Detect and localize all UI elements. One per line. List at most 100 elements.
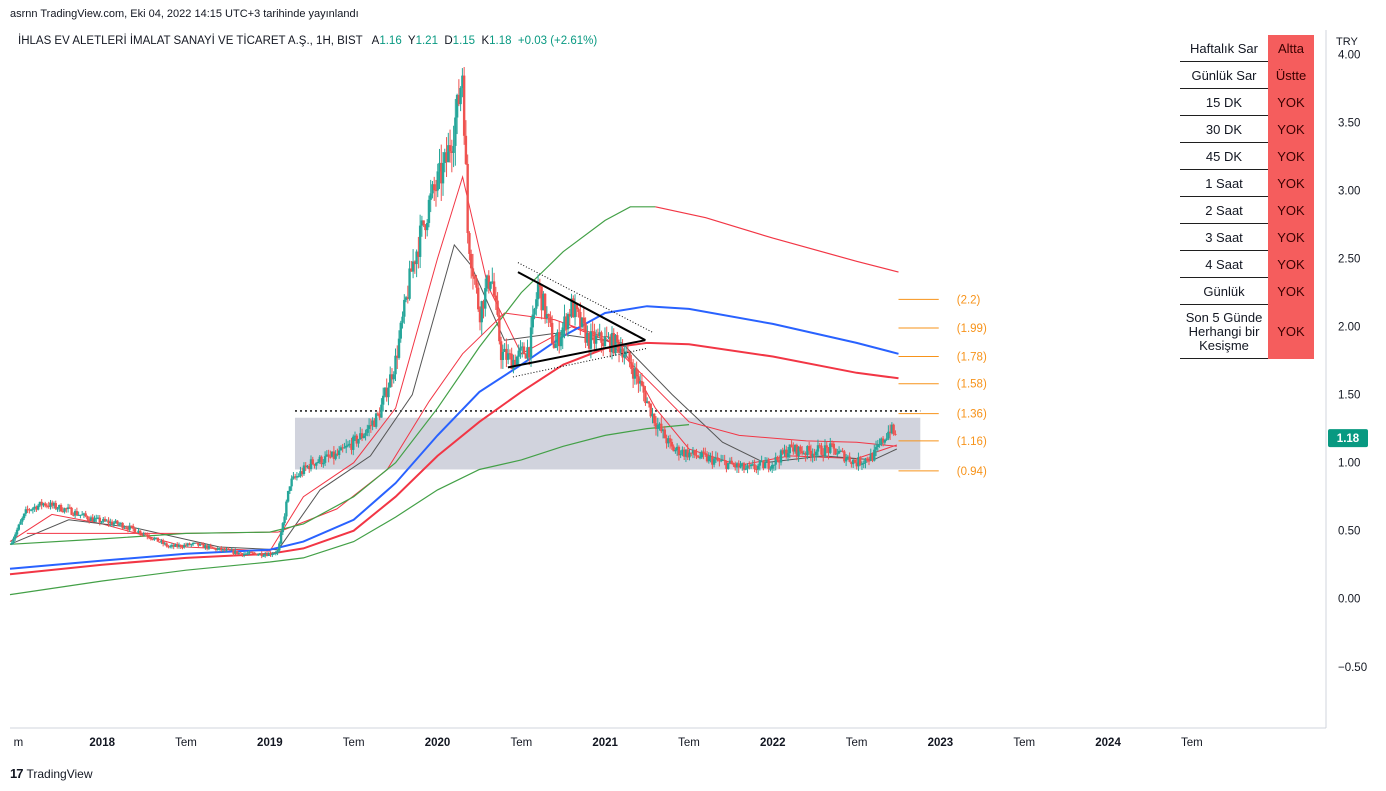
- candle-body: [651, 413, 654, 417]
- candle-body: [667, 438, 670, 444]
- candle-body: [244, 553, 248, 555]
- candle-body: [126, 528, 130, 530]
- candle-body: [70, 507, 73, 515]
- candle-body: [466, 163, 469, 234]
- candle-body: [209, 545, 212, 547]
- candle-body: [452, 145, 455, 153]
- candle-body: [58, 504, 61, 509]
- candle-body: [822, 454, 825, 456]
- candle-body: [561, 327, 564, 338]
- candle-body: [392, 374, 395, 380]
- candle-body: [589, 331, 593, 349]
- x-tick-label: Tem: [678, 737, 700, 749]
- candle-body: [797, 446, 800, 456]
- candle-body: [54, 503, 57, 509]
- candle-body: [221, 548, 225, 551]
- candle-body: [890, 424, 894, 434]
- signal-state: YOK: [1268, 250, 1314, 278]
- candle-body: [580, 317, 584, 327]
- candle-body: [572, 298, 575, 318]
- candle-body: [594, 335, 598, 344]
- candle-body: [371, 420, 374, 426]
- candle-body: [21, 518, 24, 522]
- candle-body: [293, 476, 297, 478]
- candle-body: [124, 527, 128, 529]
- candle-body: [721, 459, 725, 461]
- candle-body: [327, 454, 330, 457]
- candle-body: [251, 552, 255, 554]
- candle-body: [501, 351, 505, 361]
- candle-body: [26, 509, 29, 511]
- candle-body: [778, 460, 781, 463]
- candle-body: [844, 458, 848, 462]
- symbol-legend: İHLAS EV ALETLERİ İMALAT SANAYİ VE TİCAR…: [18, 35, 597, 47]
- candle-body: [454, 117, 457, 146]
- candle-body: [269, 553, 272, 556]
- candle-body: [457, 94, 461, 105]
- signal-name: Haftalık Sar: [1180, 35, 1268, 62]
- candle-body: [445, 152, 448, 163]
- candle-body: [68, 507, 72, 509]
- candle-body: [559, 337, 563, 347]
- open-label: A: [371, 35, 380, 47]
- candle-body: [359, 433, 362, 440]
- candle-body: [735, 463, 739, 468]
- signal-row: 45 DK YOK: [1180, 142, 1314, 170]
- signal-state: YOK: [1268, 304, 1314, 359]
- candle-body: [429, 193, 432, 200]
- candle-body: [565, 316, 568, 330]
- candle-body: [408, 268, 411, 299]
- candle-body: [860, 463, 864, 465]
- candle-body: [885, 438, 888, 440]
- candle-body: [264, 554, 267, 556]
- moving-average-line: [9, 243, 898, 551]
- high-label: Y: [407, 35, 416, 47]
- candle-body: [531, 314, 534, 328]
- candle-body: [461, 75, 464, 88]
- currency-label: TRY: [1336, 36, 1358, 48]
- candle-body: [362, 435, 366, 438]
- candle-body: [758, 461, 762, 466]
- candle-body: [322, 462, 325, 465]
- candle-body: [732, 464, 735, 466]
- y-tick-label: 4.00: [1338, 49, 1360, 61]
- candle-body: [859, 457, 862, 465]
- candle-body: [286, 490, 290, 502]
- candle-body: [193, 542, 197, 544]
- candle-body: [383, 387, 387, 396]
- candle-body: [438, 162, 441, 172]
- candle-body: [225, 549, 228, 551]
- y-tick-label: 0.00: [1338, 594, 1360, 606]
- candle-body: [533, 308, 536, 315]
- candle-body: [353, 435, 357, 437]
- fib-level-label: (1.16): [957, 436, 987, 448]
- candle-body: [248, 551, 251, 554]
- candle-body: [563, 316, 566, 328]
- candle-body: [726, 463, 730, 469]
- candle-body: [762, 460, 765, 469]
- candle-body: [211, 546, 214, 548]
- candle-body: [573, 303, 577, 318]
- x-tick-label: Tem: [175, 737, 197, 749]
- candle-body: [176, 544, 179, 547]
- candle-body: [802, 453, 806, 455]
- candle-body: [554, 343, 557, 348]
- candle-body: [638, 381, 642, 384]
- candle-body: [485, 275, 489, 289]
- triangle-upper-dotted-line: [517, 262, 653, 333]
- candle-body: [290, 478, 293, 487]
- candle-body: [350, 443, 353, 450]
- candle-body: [10, 543, 13, 545]
- candle-body: [246, 553, 249, 555]
- signal-state: Altta: [1268, 35, 1314, 62]
- candle-body: [281, 523, 285, 533]
- candle-body: [345, 445, 348, 448]
- candle-body: [447, 145, 450, 163]
- candle-body: [871, 453, 874, 461]
- signal-table: Haftalık Sar Altta Günlük Sar Üstte 15 DK YOK…: [1180, 35, 1314, 359]
- candle-body: [197, 542, 200, 546]
- candle-body: [381, 395, 385, 405]
- candle-body: [874, 447, 878, 450]
- candle-body: [151, 538, 154, 540]
